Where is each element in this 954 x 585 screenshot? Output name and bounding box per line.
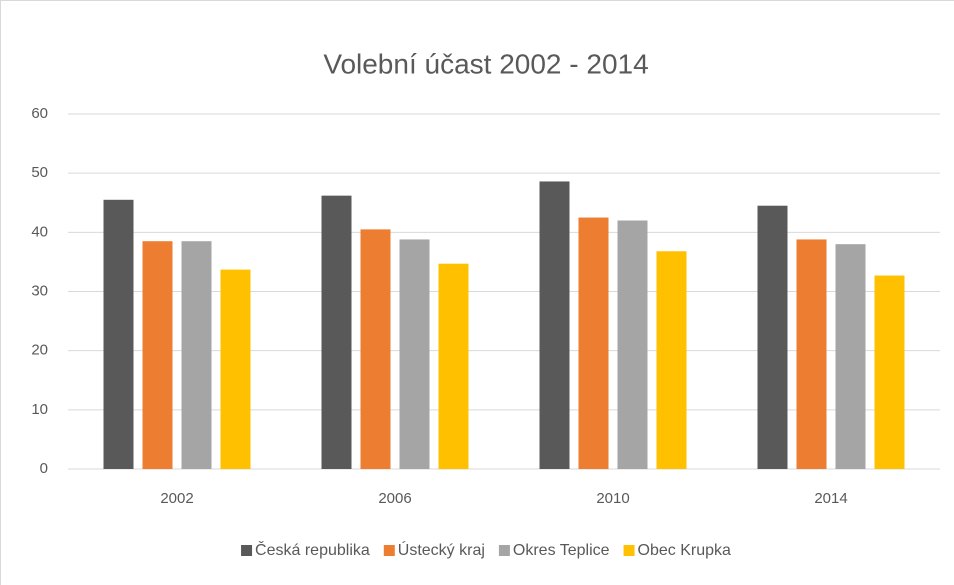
legend-label: Česká republika (255, 540, 370, 559)
bar (142, 241, 173, 469)
bar (360, 229, 391, 469)
legend-swatch (383, 545, 395, 556)
bar (181, 241, 212, 469)
y-tick-label: 20 (31, 342, 48, 359)
y-tick-label: 60 (31, 105, 48, 122)
bar (578, 217, 609, 469)
legend-swatch (623, 545, 635, 556)
x-tick-label: 2014 (814, 490, 847, 507)
bar (321, 195, 352, 469)
bar (835, 244, 866, 469)
x-tick-label: 2002 (160, 490, 193, 507)
bar (399, 239, 430, 469)
bar (438, 263, 469, 469)
bar (874, 275, 905, 469)
legend-label: Obec Krupka (638, 542, 731, 559)
bar (103, 199, 134, 469)
y-tick-label: 40 (31, 223, 48, 240)
legend-swatch (498, 545, 510, 556)
legend-label: Ústecký kraj (398, 540, 485, 559)
x-tick-label: 2010 (596, 490, 629, 507)
y-tick-label: 50 (31, 164, 48, 181)
legend-label: Okres Teplice (513, 542, 610, 559)
bar (539, 181, 570, 469)
bar (220, 269, 251, 469)
bar (617, 220, 648, 469)
y-tick-label: 30 (31, 282, 48, 299)
y-tick-label: 10 (31, 401, 48, 418)
chart-title: Volební účast 2002 - 2014 (323, 48, 648, 79)
legend-swatch (241, 545, 253, 556)
bar (757, 205, 788, 470)
bar (656, 251, 687, 469)
x-tick-label: 2006 (378, 490, 411, 507)
y-tick-label: 0 (40, 460, 48, 477)
bar (796, 239, 827, 469)
